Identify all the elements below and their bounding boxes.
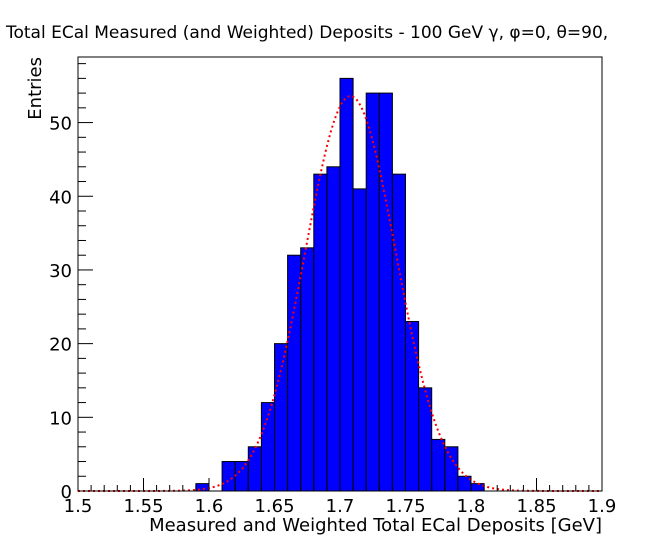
x-tick-label: 1.8 (457, 496, 486, 517)
x-axis-ticks: 1.5 1.55 1.6 1.65 1.7 1.75 1.8 1.85 1.9 (64, 478, 617, 517)
chart-title: Total ECal Measured (and Weighted) Depos… (5, 23, 608, 43)
histogram-bin (247, 446, 262, 492)
y-tick-label: 20 (49, 335, 72, 356)
x-tick-label: 1.9 (588, 496, 617, 517)
histogram-bin (234, 461, 249, 492)
x-axis-title: Measured and Weighted Total ECal Deposit… (149, 515, 602, 536)
histogram-bin (313, 173, 328, 492)
histogram-bin (195, 483, 210, 492)
histogram-bin (339, 77, 354, 492)
y-axis-ticks: 0 10 20 30 40 50 (49, 63, 93, 503)
y-axis-title: Entries (25, 57, 46, 120)
histogram-bin (378, 92, 393, 492)
y-tick-label: 30 (49, 261, 72, 282)
histogram-bin (221, 461, 236, 492)
histogram-bin (418, 387, 433, 492)
histogram-bin (470, 483, 485, 492)
histogram-bin (391, 173, 406, 492)
y-tick-label: 10 (49, 408, 72, 429)
x-tick-label: 1.75 (385, 496, 425, 517)
histogram-bin (260, 402, 275, 492)
histogram-bin (431, 438, 446, 492)
x-tick-label: 1.6 (195, 496, 224, 517)
histogram-bin (405, 321, 420, 492)
x-tick-label: 1.7 (326, 496, 355, 517)
histogram-bin (444, 446, 459, 492)
histogram-bin (326, 166, 341, 492)
x-tick-label: 1.65 (254, 496, 294, 517)
y-tick-label: 0 (61, 482, 72, 503)
histogram-bin (352, 188, 367, 492)
histogram-bin (300, 247, 315, 492)
y-tick-label: 40 (49, 187, 72, 208)
histogram-bin (457, 475, 472, 492)
x-tick-label: 1.5 (64, 496, 93, 517)
histogram-bin (287, 254, 302, 492)
x-tick-label: 1.55 (123, 496, 163, 517)
x-tick-label: 1.85 (516, 496, 556, 517)
histogram-bin (365, 92, 380, 492)
histogram-bars (195, 77, 485, 492)
y-tick-label: 50 (49, 114, 72, 135)
